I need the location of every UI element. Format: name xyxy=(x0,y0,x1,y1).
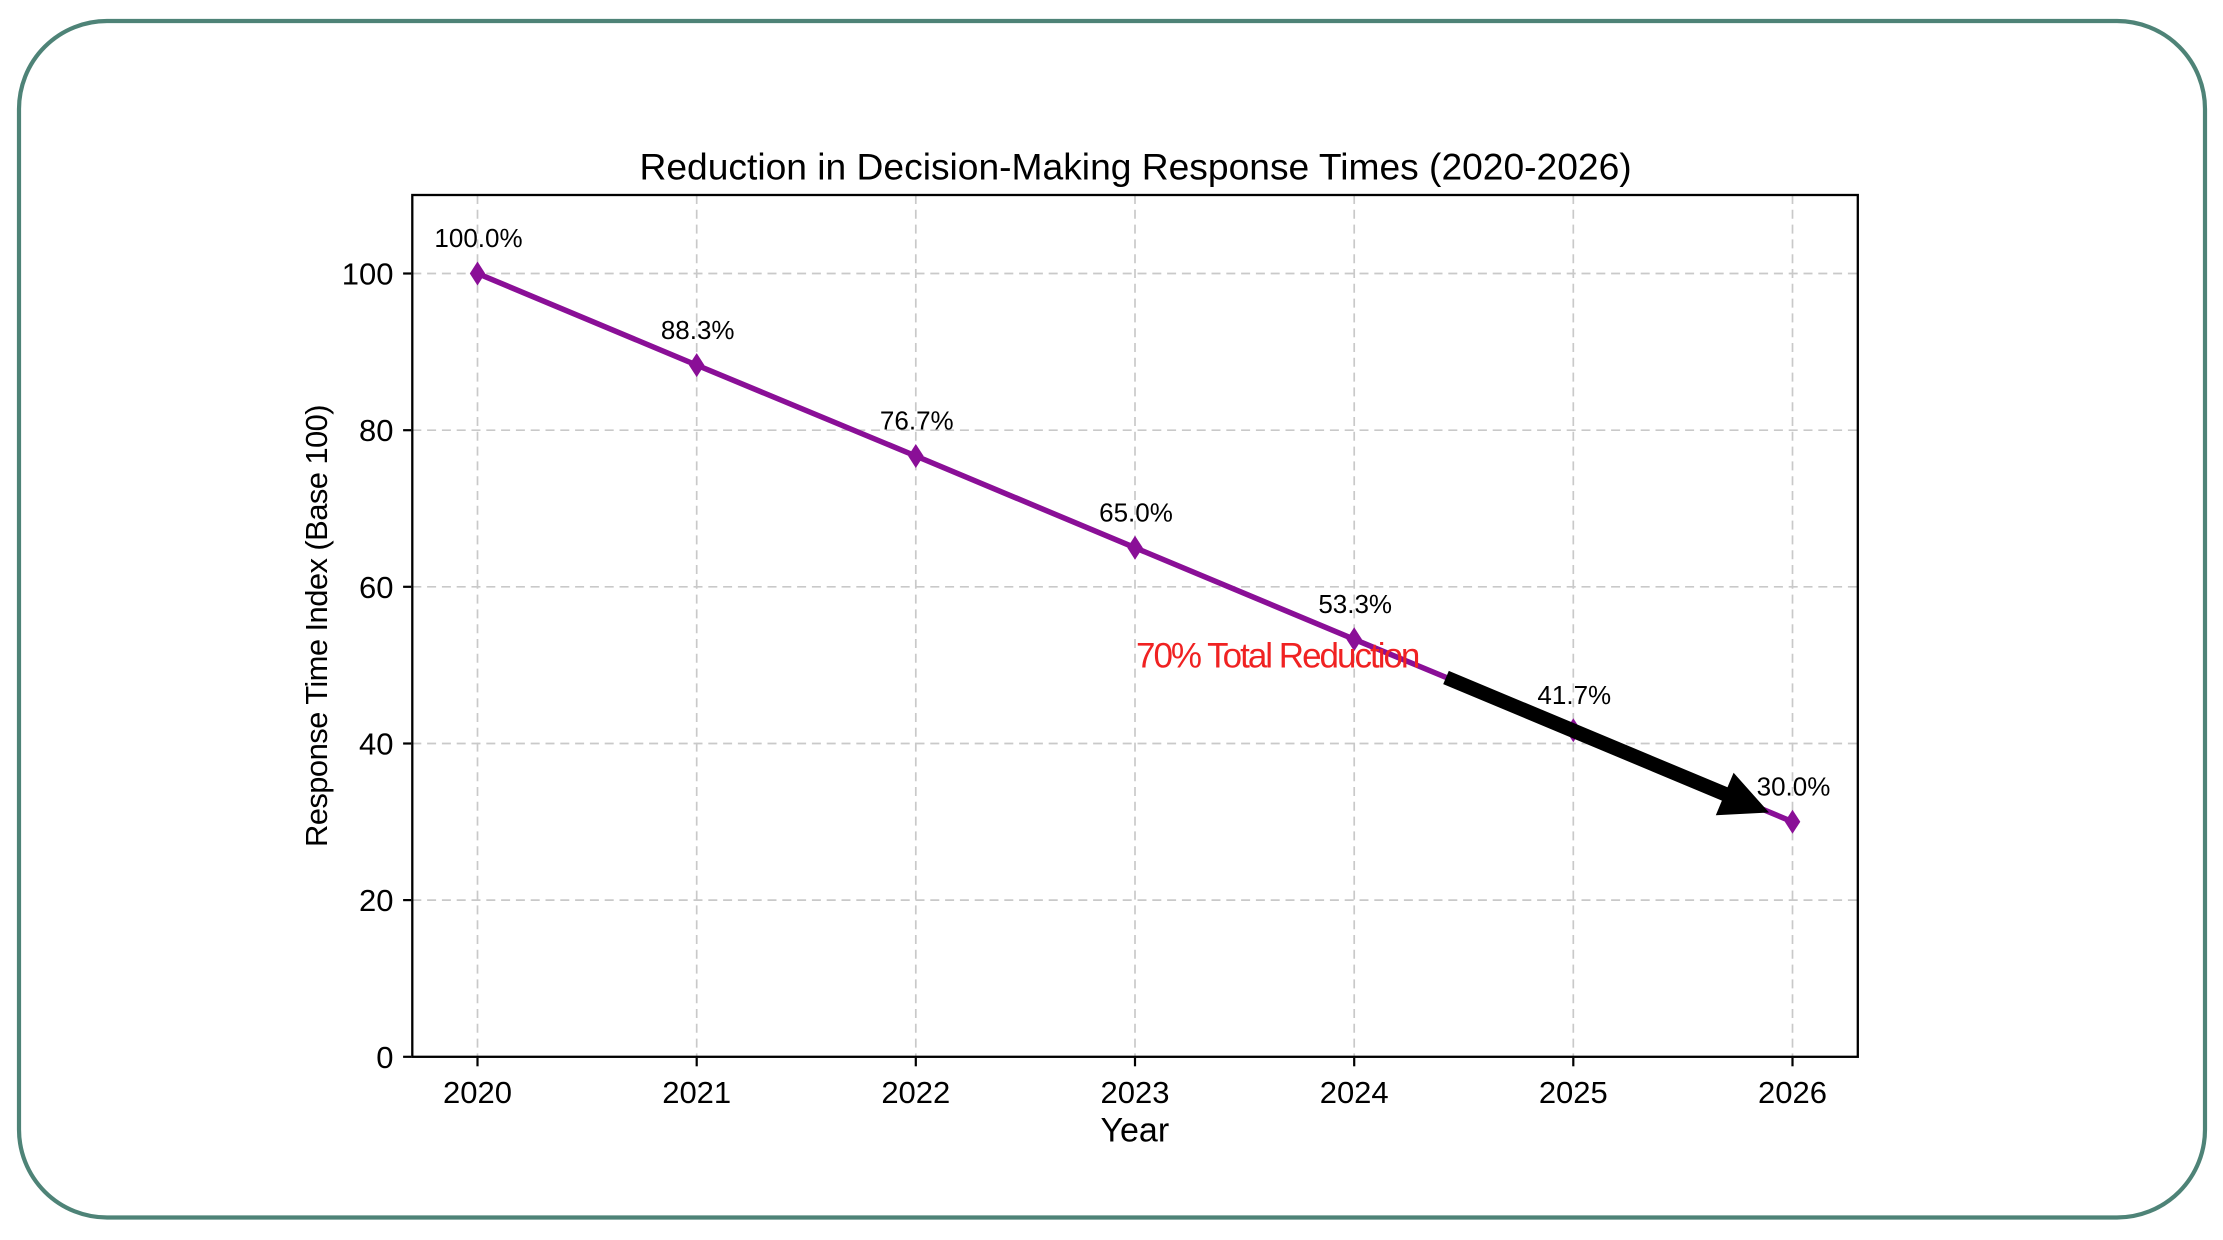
svg-text:30.0%: 30.0% xyxy=(1757,772,1831,802)
svg-text:41.7%: 41.7% xyxy=(1537,680,1611,710)
svg-text:76.7%: 76.7% xyxy=(880,406,954,436)
svg-text:65.0%: 65.0% xyxy=(1099,497,1173,527)
svg-text:2023: 2023 xyxy=(1101,1075,1170,1110)
svg-text:Reduction in Decision-Making R: Reduction in Decision-Making Response Ti… xyxy=(640,146,1632,188)
svg-text:80: 80 xyxy=(359,413,393,448)
svg-text:2024: 2024 xyxy=(1320,1075,1389,1110)
svg-text:2025: 2025 xyxy=(1539,1075,1608,1110)
svg-text:Year: Year xyxy=(1100,1112,1169,1150)
svg-text:0: 0 xyxy=(376,1040,393,1075)
svg-text:40: 40 xyxy=(359,727,393,762)
svg-text:2026: 2026 xyxy=(1758,1075,1827,1110)
svg-text:88.3%: 88.3% xyxy=(661,315,735,345)
svg-text:53.3%: 53.3% xyxy=(1318,589,1392,619)
svg-text:2020: 2020 xyxy=(443,1075,512,1110)
svg-text:Response Time Index (Base 100): Response Time Index (Base 100) xyxy=(299,405,334,847)
svg-text:2022: 2022 xyxy=(881,1075,950,1110)
svg-text:2021: 2021 xyxy=(662,1075,731,1110)
svg-text:60: 60 xyxy=(359,570,393,605)
svg-text:70% Total Reduction: 70% Total Reduction xyxy=(1136,636,1419,675)
svg-text:100.0%: 100.0% xyxy=(434,223,522,253)
svg-text:20: 20 xyxy=(359,883,393,918)
svg-text:100: 100 xyxy=(342,257,394,292)
